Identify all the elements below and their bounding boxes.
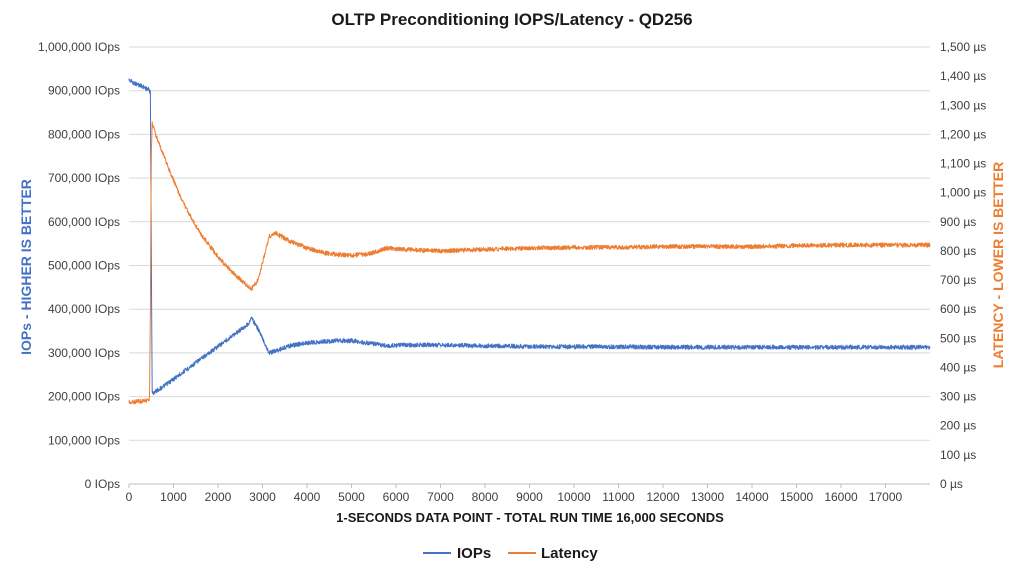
y-right-tick-label: 1,100 µs [940,157,986,171]
y-right-tick-label: 400 µs [940,360,976,374]
x-axis-label: 1-SECONDS DATA POINT - TOTAL RUN TIME 16… [336,510,724,525]
y-right-tick-label: 700 µs [940,273,976,287]
x-tick-label: 0 [126,490,133,504]
x-tick-label: 11000 [602,490,635,504]
y-left-tick-label: 500,000 IOps [48,259,120,273]
x-tick-label: 13000 [691,490,725,504]
series-line-iops [128,78,931,396]
y-right-tick-label: 200 µs [940,419,976,433]
chart-title: OLTP Preconditioning IOPS/Latency - QD25… [331,10,692,29]
y-left-tick-label: 0 IOps [85,477,120,491]
y-right-tick-label: 1,200 µs [940,127,986,141]
x-tick-label: 6000 [383,490,410,504]
right-axis-ticks: 0 µs 100 µs 200 µs 300 µs 400 µs 500 µs 600 µs… [940,40,986,491]
y-right-tick-label: 600 µs [940,302,976,316]
y-left-tick-label: 800,000 IOps [48,127,120,141]
y-left-tick-label: 600,000 IOps [48,215,120,229]
x-tick-label: 14000 [735,490,769,504]
y-left-tick-label: 200,000 IOps [48,390,120,404]
y-left-tick-label: 400,000 IOps [48,302,120,316]
y-right-tick-label: 300 µs [940,390,976,404]
x-tick-label: 15000 [780,490,814,504]
grid-lines [129,46,930,485]
y-right-tick-label: 900 µs [940,215,976,229]
y-left-tick-label: 300,000 IOps [48,346,120,360]
series-line-latency [128,121,931,405]
x-tick-label: 3000 [249,490,276,504]
x-tick-label: 17000 [869,490,903,504]
x-tick-label: 4000 [294,490,321,504]
y-right-tick-label: 1,500 µs [940,40,986,54]
y-left-tick-label: 100,000 IOps [48,433,120,447]
x-tick-label: 16000 [824,490,858,504]
y-right-tick-label: 0 µs [940,477,963,491]
right-axis-label: LATENCY - LOWER IS BETTER [990,162,1006,368]
x-axis-ticks: 0 1000 2000 3000 4000 5000 6000 7000 8000 9000 100… [126,484,903,504]
y-right-tick-label: 1,400 µs [940,69,986,83]
y-right-tick-label: 800 µs [940,244,976,258]
y-left-tick-label: 700,000 IOps [48,171,120,185]
y-right-tick-label: 500 µs [940,331,976,345]
x-tick-label: 8000 [472,490,499,504]
left-axis-ticks: 0 IOps 100,000 IOps 200,000 IOps 300,000 IO… [38,40,120,491]
x-tick-label: 10000 [557,490,591,504]
x-tick-label: 7000 [427,490,454,504]
y-left-tick-label: 900,000 IOps [48,84,120,98]
legend-iops-label: IOPs [457,545,491,562]
series-layer [128,78,931,405]
y-left-tick-label: 1,000,000 IOps [38,40,120,54]
legend: IOPs Latency [423,545,598,562]
x-tick-label: 5000 [338,490,365,504]
x-tick-label: 2000 [205,490,232,504]
x-tick-label: 12000 [646,490,680,504]
y-right-tick-label: 1,300 µs [940,98,986,112]
x-tick-label: 1000 [160,490,187,504]
x-tick-label: 9000 [516,490,543,504]
y-right-tick-label: 1,000 µs [940,186,986,200]
y-right-tick-label: 100 µs [940,448,976,462]
left-axis-label: IOPs - HIGHER IS BETTER [18,179,34,355]
legend-latency-label: Latency [541,545,598,562]
